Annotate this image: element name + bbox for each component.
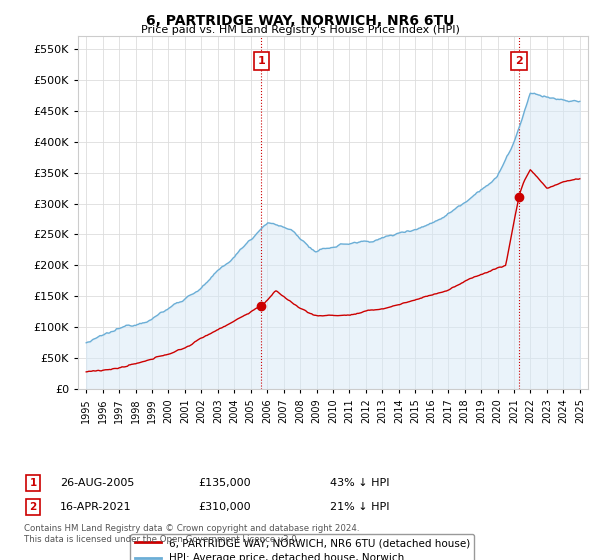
Text: 21% ↓ HPI: 21% ↓ HPI: [330, 502, 389, 512]
Text: Contains HM Land Registry data © Crown copyright and database right 2024.: Contains HM Land Registry data © Crown c…: [24, 524, 359, 533]
Text: This data is licensed under the Open Government Licence v3.0.: This data is licensed under the Open Gov…: [24, 534, 299, 544]
Text: 1: 1: [29, 478, 37, 488]
Legend: 6, PARTRIDGE WAY, NORWICH, NR6 6TU (detached house), HPI: Average price, detache: 6, PARTRIDGE WAY, NORWICH, NR6 6TU (deta…: [130, 534, 475, 560]
Text: Price paid vs. HM Land Registry's House Price Index (HPI): Price paid vs. HM Land Registry's House …: [140, 25, 460, 35]
Text: 43% ↓ HPI: 43% ↓ HPI: [330, 478, 389, 488]
Text: 1: 1: [257, 56, 265, 66]
Text: 26-AUG-2005: 26-AUG-2005: [60, 478, 134, 488]
Text: 2: 2: [29, 502, 37, 512]
Text: 6, PARTRIDGE WAY, NORWICH, NR6 6TU: 6, PARTRIDGE WAY, NORWICH, NR6 6TU: [146, 14, 454, 28]
Text: 16-APR-2021: 16-APR-2021: [60, 502, 131, 512]
Text: £310,000: £310,000: [198, 502, 251, 512]
Text: 2: 2: [515, 56, 523, 66]
Text: £135,000: £135,000: [198, 478, 251, 488]
